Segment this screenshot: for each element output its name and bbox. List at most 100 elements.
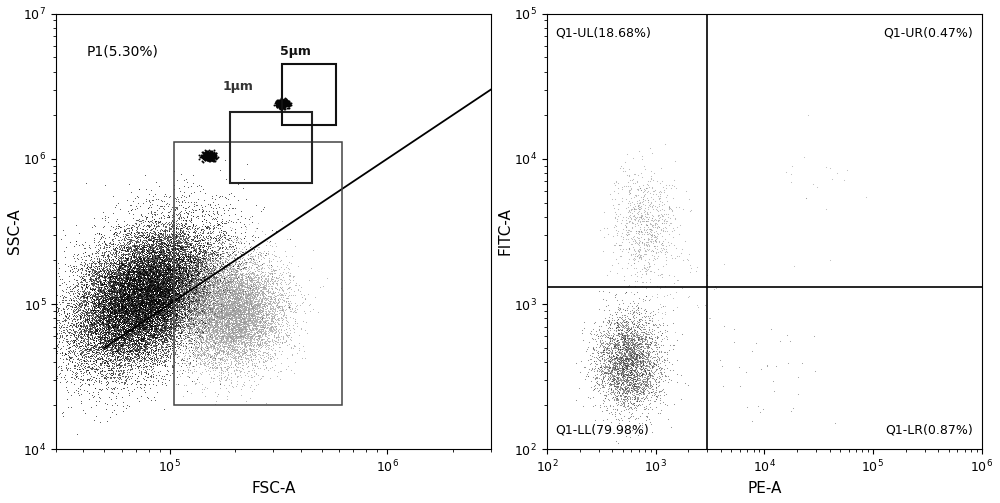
Point <box>577 363 593 371</box>
Point <box>208 247 224 256</box>
Point <box>114 293 130 301</box>
Point <box>243 345 259 353</box>
Point <box>603 377 619 385</box>
Point <box>162 235 178 243</box>
Point <box>154 257 170 265</box>
Point <box>112 306 128 314</box>
Point <box>141 268 157 276</box>
Point <box>201 295 217 303</box>
Point <box>170 296 186 304</box>
Point <box>117 326 133 334</box>
Point <box>115 333 131 341</box>
Point <box>232 323 248 331</box>
Point <box>184 288 200 296</box>
Point <box>133 285 149 293</box>
Point <box>228 306 244 314</box>
Point <box>139 233 155 241</box>
Point <box>132 270 148 278</box>
Point <box>205 277 221 285</box>
Point <box>131 321 147 329</box>
Point <box>140 284 156 292</box>
Point <box>155 275 171 283</box>
Point <box>257 321 273 329</box>
Point <box>250 299 266 307</box>
Point <box>231 309 247 317</box>
Point <box>166 287 182 295</box>
Point <box>227 310 243 318</box>
Point <box>163 304 179 312</box>
Point <box>279 104 295 112</box>
Point <box>187 254 203 262</box>
Point <box>153 214 169 222</box>
Point <box>129 378 145 386</box>
Point <box>714 362 730 370</box>
Point <box>124 270 140 278</box>
Point <box>179 234 195 242</box>
Point <box>143 305 159 313</box>
Point <box>109 320 125 328</box>
Point <box>117 340 133 348</box>
Point <box>191 342 207 350</box>
Point <box>134 268 150 276</box>
Point <box>173 245 189 253</box>
Point <box>217 291 233 299</box>
Point <box>148 245 164 253</box>
Point <box>222 312 238 320</box>
Point <box>241 305 257 313</box>
Point <box>133 310 149 318</box>
Point <box>267 284 283 292</box>
Point <box>120 294 136 302</box>
Point <box>610 336 626 344</box>
Point <box>141 190 157 198</box>
Point <box>227 300 243 308</box>
Point <box>149 312 165 320</box>
Point <box>138 195 154 203</box>
Point <box>206 349 222 357</box>
Point <box>180 320 196 328</box>
Point <box>118 353 134 361</box>
Point <box>195 287 211 295</box>
Point <box>246 312 262 320</box>
Point <box>620 399 636 407</box>
Point <box>224 351 240 359</box>
Point <box>168 301 184 309</box>
Point <box>160 243 176 251</box>
Point <box>158 273 174 281</box>
Point <box>163 284 179 292</box>
Point <box>629 351 645 359</box>
Point <box>82 321 98 329</box>
Point <box>66 275 82 283</box>
Point <box>202 283 218 291</box>
Point <box>104 281 120 289</box>
Point <box>172 298 188 306</box>
Point <box>118 295 134 303</box>
Point <box>209 361 225 369</box>
Point <box>610 336 626 344</box>
Point <box>120 316 136 324</box>
Point <box>615 167 631 176</box>
Point <box>98 256 114 264</box>
Point <box>172 282 188 290</box>
Point <box>217 289 233 297</box>
Point <box>619 355 635 363</box>
Point <box>197 359 213 367</box>
Point <box>126 289 142 297</box>
Point <box>102 296 118 304</box>
Point <box>222 350 238 358</box>
Point <box>618 345 634 353</box>
Point <box>146 275 162 283</box>
Point <box>139 258 155 266</box>
Point <box>274 101 290 109</box>
Point <box>90 319 106 327</box>
Point <box>181 308 197 316</box>
Point <box>67 336 83 344</box>
Point <box>127 322 143 330</box>
Point <box>137 217 153 225</box>
Point <box>220 277 236 285</box>
Point <box>276 102 292 110</box>
Point <box>98 313 114 321</box>
Point <box>606 354 622 362</box>
Point <box>235 271 251 279</box>
Point <box>107 331 123 340</box>
Point <box>202 352 218 360</box>
